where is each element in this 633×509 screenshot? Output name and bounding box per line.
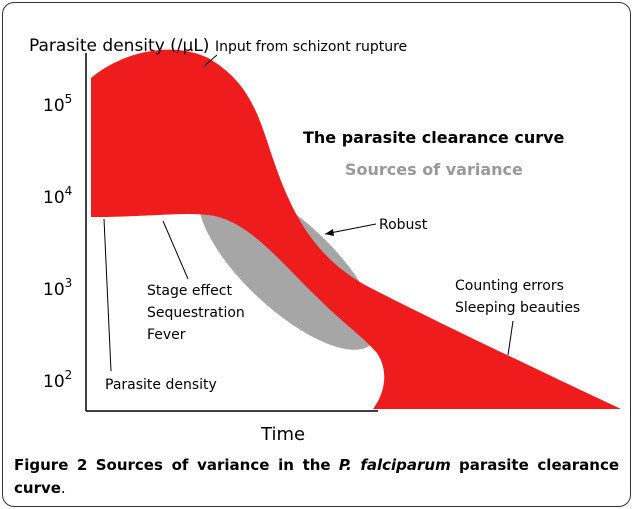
x-axis-label: Time [260, 424, 305, 445]
annotation: Counting errors [455, 278, 564, 294]
y-tick-label: 102 [43, 368, 72, 392]
y-axis-label: Parasite density (/µL) [29, 36, 209, 56]
arrow [324, 223, 377, 235]
caption-text: parasite clearance curve [14, 456, 620, 497]
clearance-curve [91, 49, 621, 409]
pointer [202, 54, 218, 68]
pointer [162, 220, 189, 280]
diagram: Parasite density (/µL) Input from schizo… [29, 36, 621, 445]
caption-end: . [60, 479, 66, 497]
pointer [507, 320, 514, 356]
annotation: Sequestration [147, 305, 245, 321]
arrowhead [325, 229, 334, 236]
annotation: Stage effect [147, 283, 232, 299]
diagram-title: The parasite clearance curve [303, 128, 565, 147]
y-tick-label: 104 [43, 184, 72, 208]
caption-species: P. falciparum [338, 456, 451, 474]
annotation: Parasite density [105, 377, 217, 393]
y-tick-label: 105 [43, 92, 72, 116]
diagram-subtitle: Sources of variance [345, 160, 523, 179]
caption-text: Sources of variance in the [95, 456, 331, 474]
caption: Figure 2 Sources of variance in the P. f… [14, 454, 619, 500]
annotation: Fever [147, 327, 186, 343]
pointer [103, 218, 112, 372]
annotation: Robust [379, 217, 428, 233]
annotation: Input from schizont rupture [215, 39, 407, 55]
annotation: Sleeping beauties [455, 300, 580, 316]
y-tick-label: 103 [43, 276, 72, 300]
caption-label: Figure 2 [14, 456, 88, 474]
